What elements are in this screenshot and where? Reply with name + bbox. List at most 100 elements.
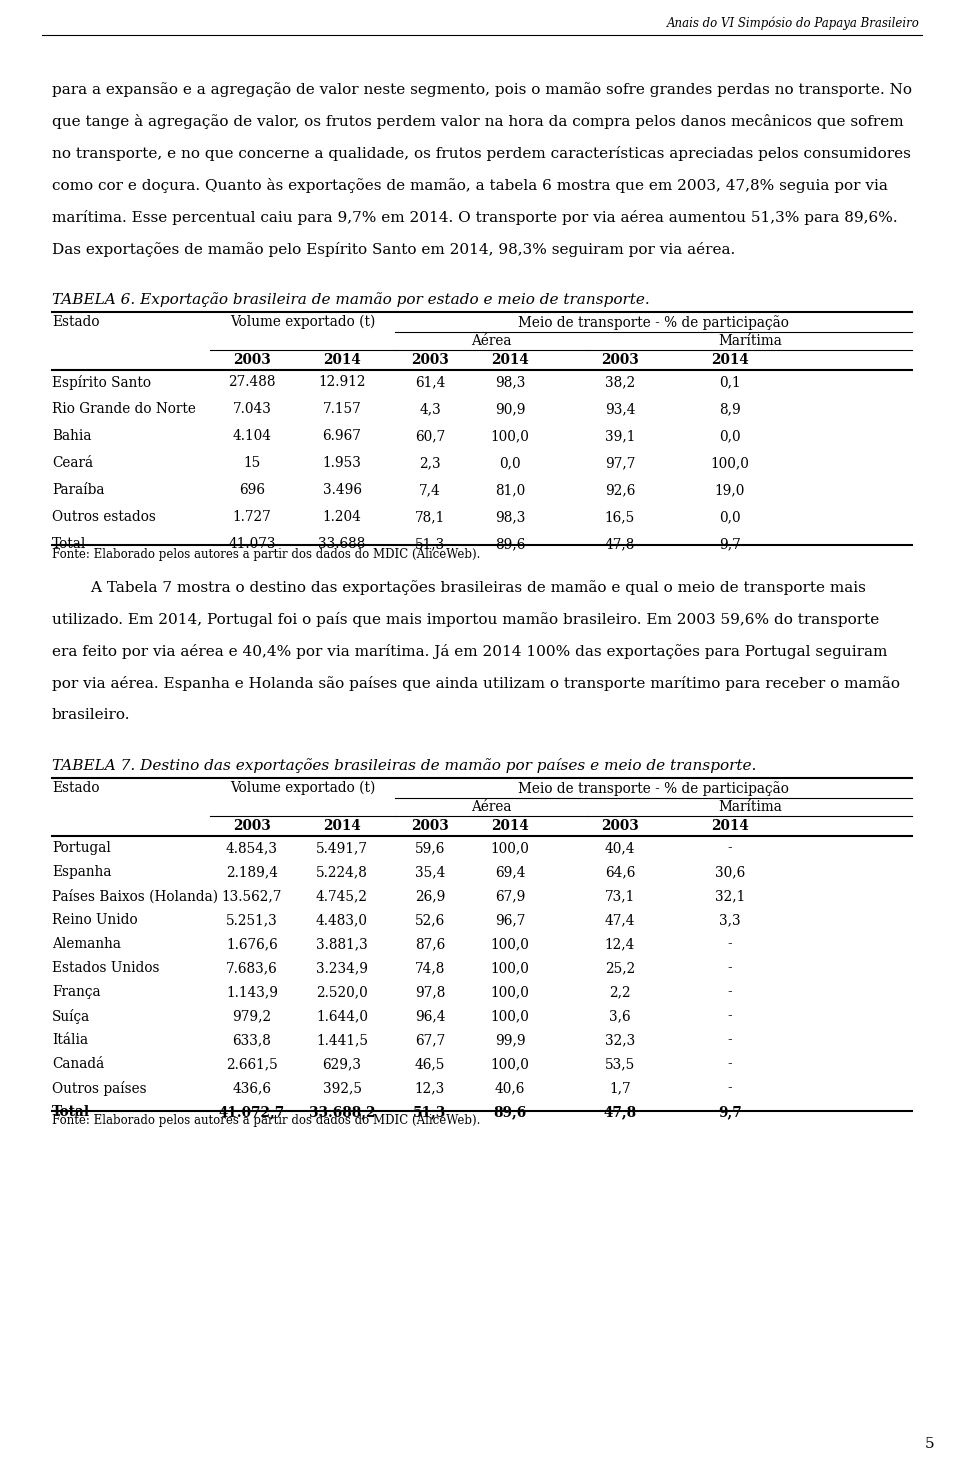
Text: 97,8: 97,8 — [415, 985, 445, 998]
Text: Suíça: Suíça — [52, 1009, 90, 1023]
Text: 2014: 2014 — [324, 353, 361, 367]
Text: 3.234,9: 3.234,9 — [316, 961, 368, 975]
Text: 46,5: 46,5 — [415, 1057, 445, 1071]
Text: 633,8: 633,8 — [232, 1032, 272, 1047]
Text: 59,6: 59,6 — [415, 842, 445, 855]
Text: Estados Unidos: Estados Unidos — [52, 961, 159, 975]
Text: 52,6: 52,6 — [415, 913, 445, 927]
Text: para a expansão e a agregação de valor neste segmento, pois o mamão sofre grande: para a expansão e a agregação de valor n… — [52, 81, 912, 98]
Text: 32,3: 32,3 — [605, 1032, 636, 1047]
Text: 51,3: 51,3 — [415, 537, 445, 552]
Text: 0,1: 0,1 — [719, 376, 741, 389]
Text: Anais do VI Simpósio do Papaya Brasileiro: Anais do VI Simpósio do Papaya Brasileir… — [667, 16, 920, 30]
Text: 5.491,7: 5.491,7 — [316, 842, 368, 855]
Text: 16,5: 16,5 — [605, 510, 636, 524]
Text: 96,4: 96,4 — [415, 1009, 445, 1023]
Text: 3,3: 3,3 — [719, 913, 741, 927]
Text: 26,9: 26,9 — [415, 889, 445, 904]
Text: 4.745,2: 4.745,2 — [316, 889, 368, 904]
Text: 35,4: 35,4 — [415, 865, 445, 879]
Text: 7.683,6: 7.683,6 — [227, 961, 277, 975]
Text: marítima. Esse percentual caiu para 9,7% em 2014. O transporte por via aérea aum: marítima. Esse percentual caiu para 9,7%… — [52, 210, 898, 225]
Text: 2003: 2003 — [411, 353, 449, 367]
Text: Outros países: Outros países — [52, 1081, 147, 1096]
Text: Volume exportado (t): Volume exportado (t) — [229, 315, 375, 330]
Text: 2014: 2014 — [492, 353, 529, 367]
Text: que tange à agregação de valor, os frutos perdem valor na hora da compra pelos d: que tange à agregação de valor, os fruto… — [52, 114, 903, 129]
Text: 100,0: 100,0 — [491, 938, 529, 951]
Text: Aérea: Aérea — [471, 334, 512, 348]
Text: 64,6: 64,6 — [605, 865, 636, 879]
Text: 100,0: 100,0 — [491, 429, 529, 444]
Text: TABELA 6. Exportação brasileira de mamão por estado e meio de transporte.: TABELA 6. Exportação brasileira de mamão… — [52, 291, 650, 306]
Text: França: França — [52, 985, 101, 998]
Text: Total: Total — [52, 537, 86, 552]
Text: Espírito Santo: Espírito Santo — [52, 376, 151, 390]
Text: Portugal: Portugal — [52, 842, 110, 855]
Text: 12,4: 12,4 — [605, 938, 636, 951]
Text: 2014: 2014 — [492, 819, 529, 833]
Text: TABELA 7. Destino das exportações brasileiras de mamão por países e meio de tran: TABELA 7. Destino das exportações brasil… — [52, 759, 756, 774]
Text: 74,8: 74,8 — [415, 961, 445, 975]
Text: utilizado. Em 2014, Portugal foi o país que mais importou mamão brasileiro. Em 2: utilizado. Em 2014, Portugal foi o país … — [52, 612, 879, 627]
Text: 0,0: 0,0 — [719, 429, 741, 444]
Text: 100,0: 100,0 — [710, 456, 750, 470]
Text: 90,9: 90,9 — [494, 402, 525, 416]
Text: 3.496: 3.496 — [323, 484, 362, 497]
Text: 3.881,3: 3.881,3 — [316, 938, 368, 951]
Text: Ceará: Ceará — [52, 456, 93, 470]
Text: 98,3: 98,3 — [494, 376, 525, 389]
Text: Espanha: Espanha — [52, 865, 111, 879]
Text: 51,3: 51,3 — [414, 1105, 446, 1120]
Text: 1,7: 1,7 — [610, 1081, 631, 1094]
Text: Países Baixos (Holanda): Países Baixos (Holanda) — [52, 889, 218, 904]
Text: 47,4: 47,4 — [605, 913, 636, 927]
Text: Alemanha: Alemanha — [52, 938, 121, 951]
Text: 100,0: 100,0 — [491, 1009, 529, 1023]
Text: 2.520,0: 2.520,0 — [316, 985, 368, 998]
Text: 5.251,3: 5.251,3 — [227, 913, 277, 927]
Text: Itália: Itália — [52, 1032, 88, 1047]
Text: -: - — [728, 1057, 732, 1071]
Text: 100,0: 100,0 — [491, 961, 529, 975]
Text: brasileiro.: brasileiro. — [52, 708, 131, 722]
Text: Fonte: Elaborado pelos autores a partir dos dados do MDIC (AliceWeb).: Fonte: Elaborado pelos autores a partir … — [52, 1114, 480, 1127]
Text: 2014: 2014 — [324, 819, 361, 833]
Text: Paraíba: Paraíba — [52, 484, 105, 497]
Text: 7.043: 7.043 — [232, 402, 272, 416]
Text: 5.224,8: 5.224,8 — [316, 865, 368, 879]
Text: -: - — [728, 1081, 732, 1094]
Text: 0,0: 0,0 — [499, 456, 521, 470]
Text: -: - — [728, 961, 732, 975]
Text: 13.562,7: 13.562,7 — [222, 889, 282, 904]
Text: 5: 5 — [925, 1438, 935, 1451]
Text: 1.727: 1.727 — [232, 510, 272, 524]
Text: 8,9: 8,9 — [719, 402, 741, 416]
Text: 53,5: 53,5 — [605, 1057, 636, 1071]
Text: 436,6: 436,6 — [232, 1081, 272, 1094]
Text: no transporte, e no que concerne a qualidade, os frutos perdem características a: no transporte, e no que concerne a quali… — [52, 146, 911, 161]
Text: 2003: 2003 — [233, 819, 271, 833]
Text: 2,3: 2,3 — [420, 456, 441, 470]
Text: 30,6: 30,6 — [715, 865, 745, 879]
Text: 97,7: 97,7 — [605, 456, 636, 470]
Text: 81,0: 81,0 — [494, 484, 525, 497]
Text: Aérea: Aérea — [471, 800, 512, 813]
Text: 61,4: 61,4 — [415, 376, 445, 389]
Text: 2003: 2003 — [411, 819, 449, 833]
Text: 19,0: 19,0 — [715, 484, 745, 497]
Text: Estado: Estado — [52, 315, 100, 328]
Text: 69,4: 69,4 — [494, 865, 525, 879]
Text: era feito por via aérea e 40,4% por via marítima. Já em 2014 100% das exportaçõe: era feito por via aérea e 40,4% por via … — [52, 643, 887, 660]
Text: Das exportações de mamão pelo Espírito Santo em 2014, 98,3% seguiram por via aér: Das exportações de mamão pelo Espírito S… — [52, 243, 735, 257]
Text: 1.441,5: 1.441,5 — [316, 1032, 368, 1047]
Text: 12.912: 12.912 — [319, 376, 366, 389]
Text: 99,9: 99,9 — [494, 1032, 525, 1047]
Text: -: - — [728, 938, 732, 951]
Text: 25,2: 25,2 — [605, 961, 636, 975]
Text: Total: Total — [52, 1105, 90, 1120]
Text: Meio de transporte - % de participação: Meio de transporte - % de participação — [518, 315, 789, 330]
Text: 33.688,2: 33.688,2 — [309, 1105, 375, 1120]
Text: 89,6: 89,6 — [493, 1105, 527, 1120]
Text: 9,7: 9,7 — [718, 1105, 742, 1120]
